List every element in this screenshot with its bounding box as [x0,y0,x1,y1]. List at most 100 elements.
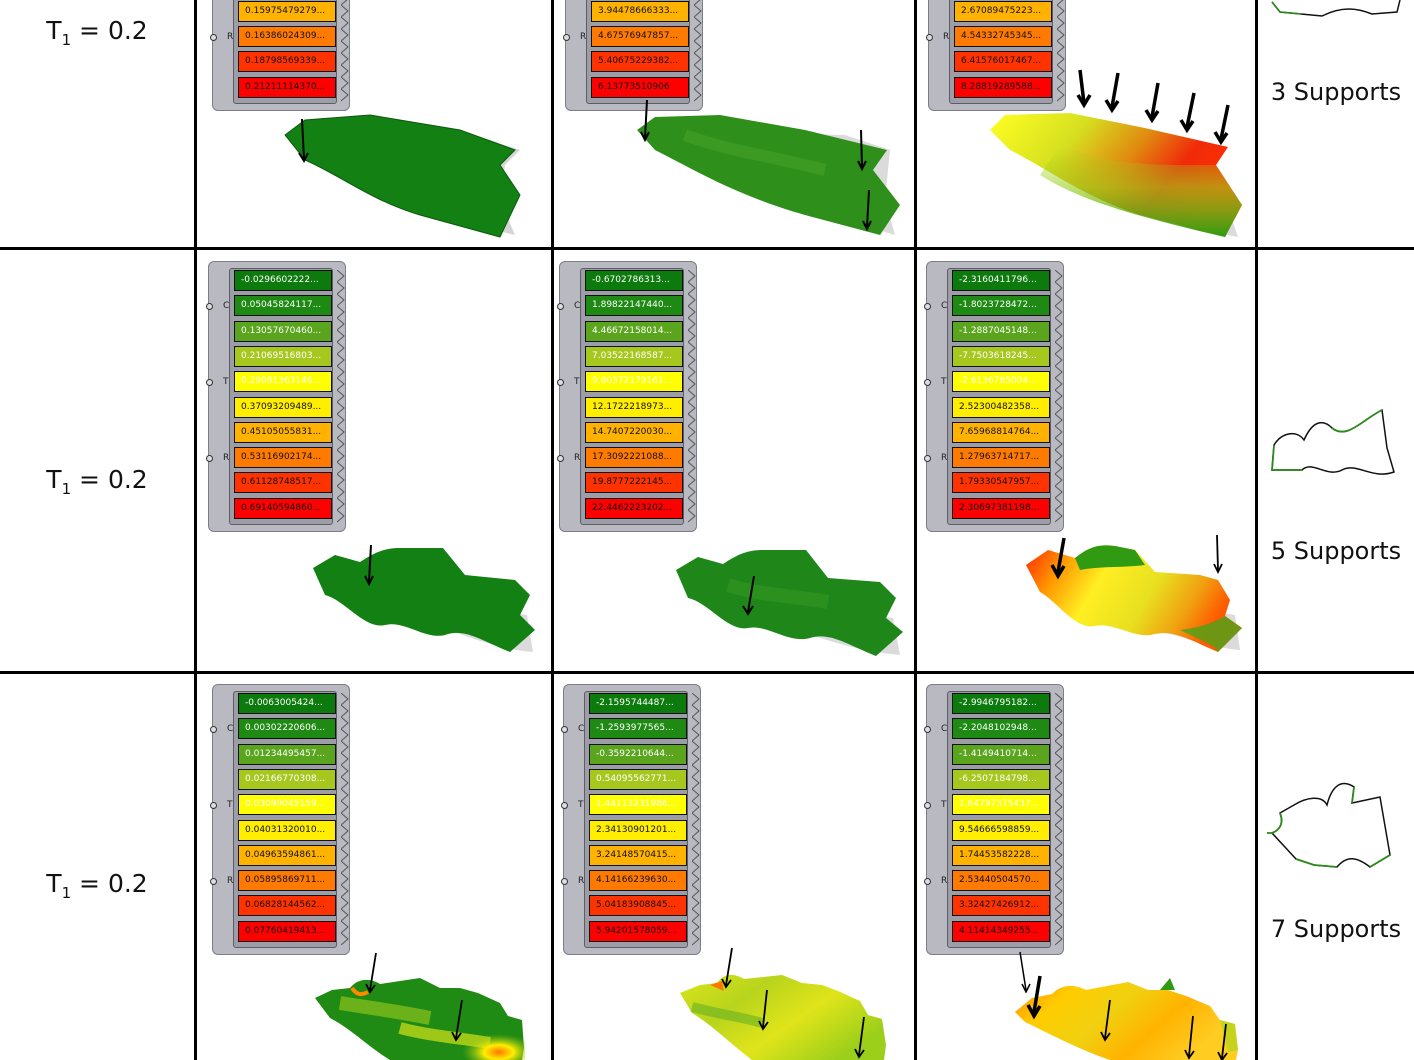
gradient-value-cell: 7.03522168587... [585,345,683,367]
gradient-value-cell: 0.13057670460... [234,320,332,342]
input-port-r[interactable] [561,877,568,885]
gradient-value-cell: -2.6136785004... [952,371,1050,393]
input-port-t[interactable] [561,801,568,809]
input-port-r[interactable] [924,454,931,462]
input-port-c[interactable] [206,302,213,310]
surface-row2-col2 [676,550,903,656]
port-label-r: R [223,452,230,463]
port-label-c: C [578,723,585,734]
supports-label-row-1: 3 Supports [1270,78,1402,106]
port-label-r: R [578,875,585,886]
surface-row1-col3 [990,69,1242,237]
input-port-c[interactable] [561,725,568,733]
gradient-value-cell: -2.3160411796... [952,270,1050,291]
gradient-value-cell: -0.0296602222... [234,270,332,291]
zigzag-edge [1055,693,1063,946]
input-port-r[interactable] [206,454,213,462]
gradient-value-cell: 3.24148570415... [589,844,687,866]
gradient-value-cell: 0.02166770308... [238,768,336,790]
gradient-value-cell: 1.79330547957... [952,472,1050,494]
input-port-r[interactable] [210,877,217,885]
gradient-value-cell: 0.05045824117... [234,295,332,317]
input-port-t[interactable] [210,801,217,809]
input-port-c[interactable] [557,302,564,310]
zigzag-edge [694,0,702,102]
gradient-legend-panel: C T R -0.0063005424... 0.00302220606... 0.012… [210,684,350,955]
gradient-value-cell: 0.01234495457... [238,743,336,765]
gradient-value-cell: -1.2887045148... [952,320,1050,342]
gradient-value-cell: -2.9946795182... [952,693,1050,714]
gradient-value-cell: 4.11414349255... [952,920,1050,942]
gradient-value-cell: 0.21069516803... [234,345,332,367]
input-port-t[interactable] [924,801,931,809]
gradient-value-cell: -6.2507184798... [952,768,1050,790]
gradient-value-cell: -7.7503618245... [952,345,1050,367]
t-label-row-1: T1 = 0.2 [46,16,148,49]
gradient-value-cell: 1.64797375437... [952,794,1050,816]
input-port-c[interactable] [924,302,931,310]
surface-row1-col1 [284,114,521,238]
port-label-c: C [941,300,948,311]
port-label-t: T [941,376,947,387]
input-port-r[interactable] [563,33,570,41]
gradient-value-cell: 4.54332745345... [954,26,1052,48]
t-label-row-2: T1 = 0.2 [46,465,148,498]
gradient-value-cell: 7.65968814764... [952,421,1050,443]
gradient-value-cell: 0.29081363146... [234,371,332,393]
gradient-value-cell: 5.04183908845... [589,895,687,917]
gradient-value-cell: 1.44113231986... [589,794,687,816]
port-label-c: C [941,723,948,734]
gradient-value-cell: 2.34130901201... [589,819,687,841]
input-port-c[interactable] [210,725,217,733]
port-label-c: C [227,723,234,734]
grid-hline-2 [0,671,1414,674]
gradient-value-cell: 2.30697381198... [952,497,1050,519]
gradient-value-cell: 8.28819289588... [954,76,1052,98]
grid-vline-2 [551,0,554,1060]
supports-label-row-2: 5 Supports [1270,537,1402,565]
gradient-value-cell: 0.37093209489... [234,396,332,418]
gradient-value-cell: 2.67089475223... [954,0,1052,22]
gradient-value-cell: 0.04031320010... [238,819,336,841]
gradient-value-cell: 3.32427426912... [952,895,1050,917]
input-port-t[interactable] [206,378,213,386]
gradient-value-cell: 19.8777222145... [585,472,683,494]
port-label-t: T [227,799,233,810]
input-port-c[interactable] [924,725,931,733]
gradient-value-cell: -2.1595744487... [589,693,687,714]
port-label-r: R [943,31,950,42]
surface-row1-col2 [637,99,900,235]
gradient-value-cell: 22.4462223202... [585,497,683,519]
gradient-value-cell: 1.27963714717... [952,447,1050,469]
port-label-r: R [941,452,948,463]
grid-vline-4 [1255,0,1258,1060]
gradient-legend-panel: CTR0.15975479279...0.16386024309...0.187… [210,0,350,111]
input-port-t[interactable] [924,378,931,386]
gradient-value-cell: 5.94201578059... [589,920,687,942]
support-outline-row-2 [1271,408,1395,475]
input-port-t[interactable] [557,378,564,386]
gradient-value-cell: 0.03099045159... [238,794,336,816]
zigzag-edge [337,270,345,523]
grid-vline-3 [914,0,917,1060]
input-port-r[interactable] [924,877,931,885]
gradient-value-cell: 0.06828144562... [238,895,336,917]
port-label-t: T [941,799,947,810]
gradient-legend-panel: C T R -0.6702786313... 1.89822147440... 4.466… [557,261,697,532]
gradient-value-cell: 6.13773510906 [591,76,689,98]
gradient-value-cell: 6.41576017467... [954,51,1052,73]
gradient-value-cell: 0.69140594860... [234,497,332,519]
zigzag-edge [1055,270,1063,523]
input-port-r[interactable] [557,454,564,462]
gradient-value-cell: -2.2048102948... [952,718,1050,740]
surface-row3-col2 [680,947,886,1060]
t-label-row-3: T1 = 0.2 [46,869,148,902]
gradient-value-cell: -0.3592210644... [589,743,687,765]
gradient-value-cell: 17.3092221088... [585,447,683,469]
gradient-legend-panel: C T R -2.9946795182... -2.2048102948... -1.41… [924,684,1064,955]
input-port-r[interactable] [926,33,933,41]
gradient-value-cell: 4.67576947857... [591,26,689,48]
input-port-r[interactable] [210,33,217,41]
surface-row3-col3 [1015,951,1238,1060]
gradient-value-cell: 14.7407220030... [585,421,683,443]
